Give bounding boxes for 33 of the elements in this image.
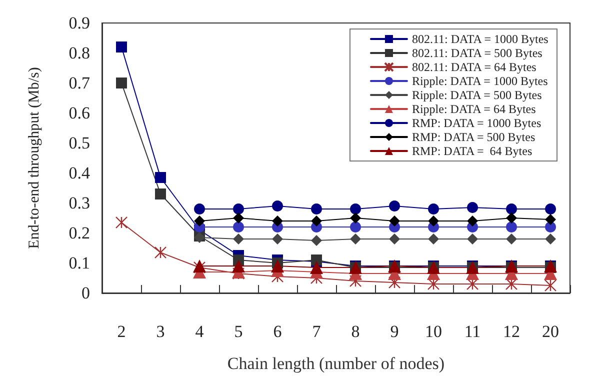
legend-label: Ripple: DATA = 1000 Bytes xyxy=(412,74,548,88)
y-tick-label: 0.5 xyxy=(68,134,90,152)
y-axis-title: End-to-end throughput (Mb/s) xyxy=(26,67,42,249)
legend-label: Ripple: DATA = 500 Bytes xyxy=(412,88,542,102)
x-tick-label: 12 xyxy=(503,322,520,341)
y-tick-label: 0.9 xyxy=(68,14,90,32)
legend-label: Ripple: DATA = 64 Bytes xyxy=(412,102,536,116)
legend-label: RMP: DATA = 1000 Bytes xyxy=(412,116,542,130)
legend-label: RMP: DATA = 500 Bytes xyxy=(412,130,536,144)
x-tick-label: 5 xyxy=(234,322,243,341)
y-tick-label: 0.6 xyxy=(68,104,90,122)
x-axis-title: Chain length (number of nodes) xyxy=(227,354,445,373)
x-tick-label: 20 xyxy=(542,322,559,341)
y-tick-label: 0.3 xyxy=(68,194,90,212)
x-tick-label: 6 xyxy=(273,322,282,341)
legend-label: 802.11: DATA = 1000 Bytes xyxy=(412,32,549,46)
x-tick-label: 7 xyxy=(312,322,322,341)
x-tick-label: 8 xyxy=(351,322,360,341)
legend-label: RMP: DATA = 64 Bytes xyxy=(412,144,532,158)
y-tick-label: 0.2 xyxy=(68,224,90,242)
x-tick-label: 11 xyxy=(464,322,481,341)
y-tick-label: 0.7 xyxy=(68,74,90,92)
y-tick-label: 0 xyxy=(82,284,90,302)
legend-label: 802.11: DATA = 500 Bytes xyxy=(412,46,543,60)
x-tick-label: 4 xyxy=(195,322,204,341)
x-tick-label: 9 xyxy=(390,322,399,341)
x-tick-label: 10 xyxy=(425,322,442,341)
y-tick-label: 0.1 xyxy=(68,254,90,272)
x-tick-label: 2 xyxy=(117,322,126,341)
y-tick-label: 0.4 xyxy=(68,164,90,182)
y-tick-label: 0.8 xyxy=(68,44,90,62)
x-tick-label: 3 xyxy=(156,322,165,341)
legend-label: 802.11: DATA = 64 Bytes xyxy=(412,60,537,74)
